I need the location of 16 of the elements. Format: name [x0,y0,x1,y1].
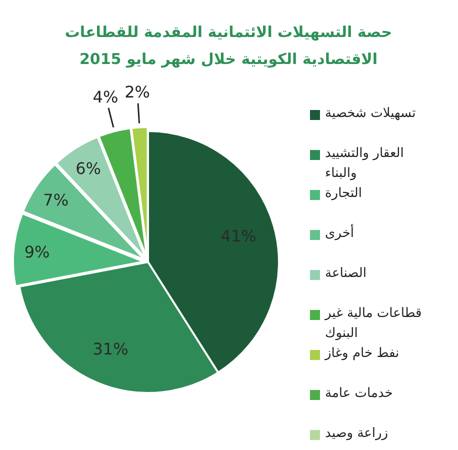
data-label: 9% [24,242,50,262]
chart-title: حصة التسهيلات الائتمانية المقدمة للقطاعات الاقتصادية الكويتية خلال شهر مايو 2015 [64,22,394,70]
data-label: 2% [124,82,150,102]
legend-label: تسهيلات شخصية [325,105,416,123]
legend-label: نفط خام وغاز [325,345,400,363]
legend-label: العقار والتشييد والبناء [325,145,405,183]
legend-label: الصناعة [325,265,366,283]
legend-label: أخرى [325,224,354,243]
legend-label: خدمات عامة [325,385,393,403]
data-label: 6% [76,158,101,178]
legend-label: التجارة [325,185,362,203]
legend-label: زراعة وصيد [325,425,388,443]
data-label: 4% [92,87,118,106]
legend-label: قطاعات مالية غير البنوك [325,305,423,343]
data-label: 7% [43,190,69,210]
data-label: 31% [92,340,128,359]
